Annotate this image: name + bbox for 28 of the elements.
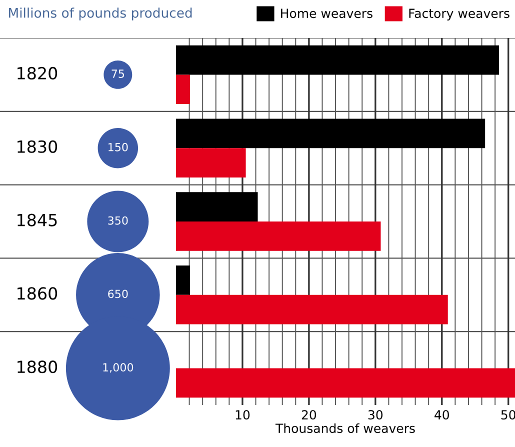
category-label: 1820: [18, 66, 58, 80]
x-tick-label: 10: [236, 410, 250, 420]
legend-label: Factory weavers: [409, 8, 510, 20]
legend-label: Home weavers: [281, 8, 372, 18]
category-label: 1830: [18, 140, 58, 153]
bar: [176, 74, 190, 104]
data-label: 650: [108, 290, 128, 298]
bar: [176, 118, 486, 148]
bar: [176, 148, 246, 178]
bar: [176, 222, 381, 251]
category-label: 1845: [18, 214, 57, 226]
bar: [176, 192, 258, 222]
bar: [176, 266, 190, 295]
data-label: 1,000: [103, 363, 134, 373]
bar: [176, 294, 448, 324]
data-label: 350: [108, 216, 128, 225]
category-label: 1860: [18, 287, 58, 300]
x-axis-title: Thousands of weavers: [275, 423, 415, 434]
bar: [176, 45, 500, 75]
data-label: 150: [108, 142, 128, 152]
text: Millions of pounds produced: [9, 8, 192, 20]
x-tick-label: 20: [302, 410, 316, 420]
x-tick-label: 30: [368, 410, 383, 420]
bar: [176, 368, 515, 398]
data-label: 75: [112, 70, 124, 78]
category-label: 1880: [18, 360, 58, 374]
x-tick-label: 40: [434, 410, 450, 420]
x-tick-label: 50: [501, 410, 515, 420]
